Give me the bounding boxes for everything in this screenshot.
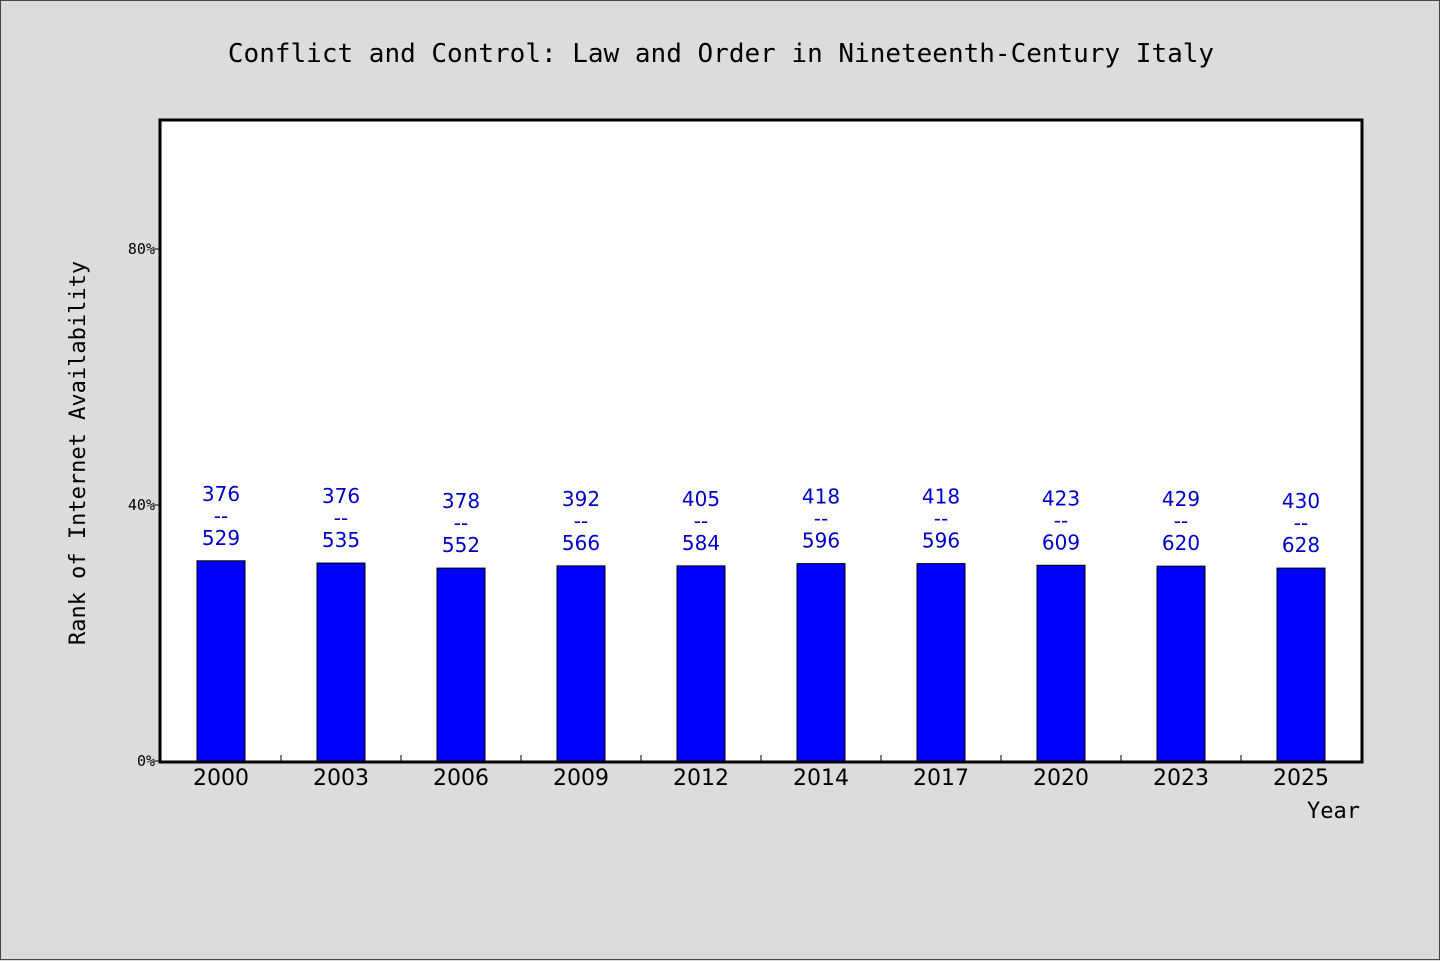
data-label: 376 xyxy=(202,482,240,506)
data-label: -- xyxy=(1054,508,1068,532)
x-tick-label: 2014 xyxy=(793,766,849,791)
data-label: 378 xyxy=(442,489,480,513)
bar xyxy=(676,565,726,762)
data-label: -- xyxy=(454,511,468,535)
x-tick-label: 2023 xyxy=(1153,766,1209,791)
x-tick-label: 2003 xyxy=(313,766,369,791)
y-axis-title: Rank of Internet Availability xyxy=(66,261,91,645)
data-label: 535 xyxy=(322,528,360,552)
x-tick-label: 2009 xyxy=(553,766,609,791)
data-label: 596 xyxy=(802,529,840,553)
chart-title: Conflict and Control: Law and Order in N… xyxy=(228,39,1214,69)
x-tick-label: 2020 xyxy=(1033,766,1089,791)
y-tick-label: 80% xyxy=(128,240,155,258)
y-tick-label: 0% xyxy=(137,752,155,770)
bar xyxy=(556,565,606,762)
data-label: 620 xyxy=(1162,531,1200,555)
data-label: 429 xyxy=(1162,487,1200,511)
data-label: 552 xyxy=(442,533,480,557)
data-label: -- xyxy=(934,507,948,531)
data-label: -- xyxy=(214,504,228,528)
chart-marks: 0%40%80%2000376--5292003376--5352006378-… xyxy=(128,240,1329,791)
x-tick-label: 2025 xyxy=(1273,766,1329,791)
x-tick-label: 2006 xyxy=(433,766,489,791)
data-label: 609 xyxy=(1042,530,1080,554)
data-label: 423 xyxy=(1042,486,1080,510)
bar xyxy=(436,567,486,762)
data-label: -- xyxy=(1174,509,1188,533)
x-axis-title: Year xyxy=(1307,799,1360,824)
data-label: 628 xyxy=(1282,533,1320,557)
data-label: 418 xyxy=(802,485,840,509)
x-tick-label: 2012 xyxy=(673,766,729,791)
bar xyxy=(1036,564,1086,762)
data-label: 405 xyxy=(682,487,720,511)
bar xyxy=(1276,567,1326,762)
x-tick-label: 2000 xyxy=(193,766,249,791)
data-label: -- xyxy=(574,509,588,533)
data-label: -- xyxy=(814,507,828,531)
data-label: 430 xyxy=(1282,489,1320,513)
data-label: -- xyxy=(694,509,708,533)
data-label: 418 xyxy=(922,485,960,509)
data-label: -- xyxy=(334,506,348,530)
y-tick-label: 40% xyxy=(128,496,155,514)
data-label: 376 xyxy=(322,484,360,508)
bar xyxy=(796,563,846,762)
x-tick-label: 2017 xyxy=(913,766,969,791)
data-label: 596 xyxy=(922,529,960,553)
bar xyxy=(916,563,966,762)
data-label: 566 xyxy=(562,531,600,555)
data-label: 529 xyxy=(202,526,240,550)
bar xyxy=(196,560,246,762)
data-label: -- xyxy=(1294,511,1308,535)
bar xyxy=(1156,565,1206,762)
bar xyxy=(316,562,366,762)
data-label: 392 xyxy=(562,487,600,511)
data-label: 584 xyxy=(682,531,720,555)
